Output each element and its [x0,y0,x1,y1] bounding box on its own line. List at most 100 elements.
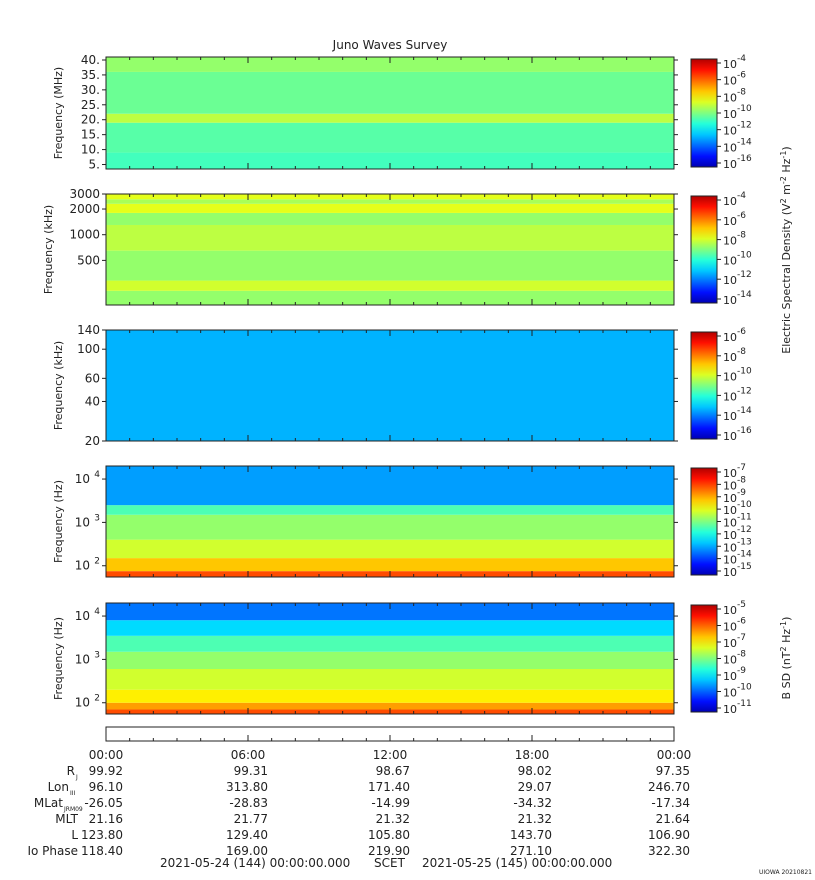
colorbar-tick-label: 10 [723,294,737,307]
magnetic-colorbar-title: B SD (nT2 Hz-1) [779,617,794,700]
colorbar-tick-label: 10 [723,479,737,492]
ephemeris-label-subscript: III [70,790,76,797]
colorbar-tick-exponent: -14 [737,406,752,416]
ephemeris-value: 129.40 [226,828,268,842]
ephemeris-label: MLT [55,812,78,826]
colorbar-tick-label: 10 [723,467,737,480]
ephemeris-label: Lon [48,780,69,794]
ephemeris-value: 143.70 [510,828,552,842]
colorbar-tick-exponent: -10 [737,104,752,114]
y-axis-label: Frequency (Hz) [52,480,65,563]
colorbar-tick-label: 10 [723,274,737,287]
time-label: 00:00 [89,748,124,762]
ephemeris-value: 118.40 [81,844,123,858]
colorbar-tick-label: 10 [723,254,737,267]
y-tick-label: 25. [81,98,100,112]
colorbar-tick-label: 10 [723,371,737,384]
colorbar-tick-label: 10 [723,215,737,228]
colorbar-title-part: Hz [780,158,793,176]
ephemeris-value: 171.40 [368,780,410,794]
colorbar-tick-exponent: -4 [737,191,746,201]
ephemeris-value: 322.30 [648,844,690,858]
y-tick-label: 10 [75,609,90,623]
y-tick-label: 1000 [69,228,100,242]
y-tick-exponent: 3 [94,650,100,660]
colorbar-tick-label: 10 [723,108,737,121]
ephemeris-label: MLat [34,796,63,810]
colorbar-tick-exponent: -6 [737,617,746,627]
spectral-band [106,669,674,690]
colorbar-tick-label: 10 [723,554,737,567]
spectral-band [106,203,674,213]
colorbar-tick-label: 10 [723,687,737,700]
ephemeris-value: 105.80 [368,828,410,842]
ephemeris-value: 246.70 [648,780,690,794]
figure-title: Juno Waves Survey [332,38,448,52]
colorbar-tick-exponent: -13 [737,537,752,547]
colorbar-tick-label: 10 [723,621,737,634]
ephemeris-table: R J 99.92 99.31 98.67 98.02 97.35 Lon III 96.10 31… [27,764,690,858]
spectral-band [106,539,674,559]
spectral-band [106,466,674,506]
colorbar-tick-exponent: -10 [737,683,752,693]
ephemeris-value: 123.80 [81,828,123,842]
ephemeris-value: 21.32 [376,812,410,826]
colorbar-tick-exponent: -8 [737,231,746,241]
ephemeris-value: 169.00 [226,844,268,858]
ephemeris-value: -17.34 [651,796,690,810]
spectral-band [106,71,674,114]
spectral-band [106,250,674,281]
colorbar-tick-label: 10 [723,331,737,344]
colorbar-title-part: ) [780,146,793,150]
colorbar-tick-exponent: -8 [737,87,746,97]
spectral-band [106,113,674,123]
colorbar-tick-label: 10 [723,235,737,248]
colorbar-tick-label: 10 [723,703,737,716]
ephemeris-value: 21.64 [656,812,690,826]
y-tick-label: 10 [75,559,90,573]
footer-start-time: 2021-05-24 (144) 00:00:00.000 [160,856,350,870]
spectral-band [106,514,674,540]
colorbar-title-part: Hz [780,629,793,647]
colorbar-title-part: ) [780,617,793,621]
ephemeris-value: 98.02 [518,764,552,778]
colorbar-tick-exponent: -4 [737,54,746,64]
y-tick-label: 35. [81,68,100,82]
colorbar-tick-exponent: -15 [737,562,752,572]
spectrogram-panel-5: 10 2 10 3 10 4 Frequency (Hz) [52,602,678,715]
colorbar-title-part: m [780,184,793,198]
time-label: 18:00 [515,748,550,762]
colorbar-title-part: -1 [779,621,788,629]
colorbar-tick-label: 10 [723,517,737,530]
y-axis-label: Frequency (kHz) [42,205,55,294]
colorbar-scale [690,604,718,713]
ephemeris-value: 313.80 [226,780,268,794]
colorbar-title-part: Electric Spectral Density (V [780,203,793,354]
colorbar-tick-exponent: -7 [737,633,746,643]
spectral-band [106,505,674,515]
colorbar-tick-exponent: -8 [737,347,746,357]
ephemeris-value: 99.31 [234,764,268,778]
y-tick-label: 500 [77,253,100,267]
colorbar-title-part: B SD (nT [780,651,793,699]
colorbar-tick-label: 10 [723,58,737,71]
ephemeris-value: -28.83 [229,796,268,810]
y-tick-label: 40 [85,394,100,408]
ephemeris-value: -14.99 [371,796,410,810]
spectral-band [106,122,674,153]
colorbar-scale [690,331,718,440]
colorbar-tick-label: 10 [723,91,737,104]
spectral-band [106,558,674,572]
footer: 2021-05-24 (144) 00:00:00.000 SCET 2021-05… [160,856,812,876]
y-tick-label: 20. [81,113,100,127]
ephemeris-value: 29.07 [518,780,552,794]
y-tick-label: 15. [81,128,100,142]
colorbar-tick-label: 10 [723,637,737,650]
spectral-band [106,620,674,636]
y-tick-label: 10 [75,472,90,486]
y-tick-label: 100 [77,342,100,356]
colorbar-title-part: -2 [779,176,788,184]
y-tick-label: 10 [75,652,90,666]
